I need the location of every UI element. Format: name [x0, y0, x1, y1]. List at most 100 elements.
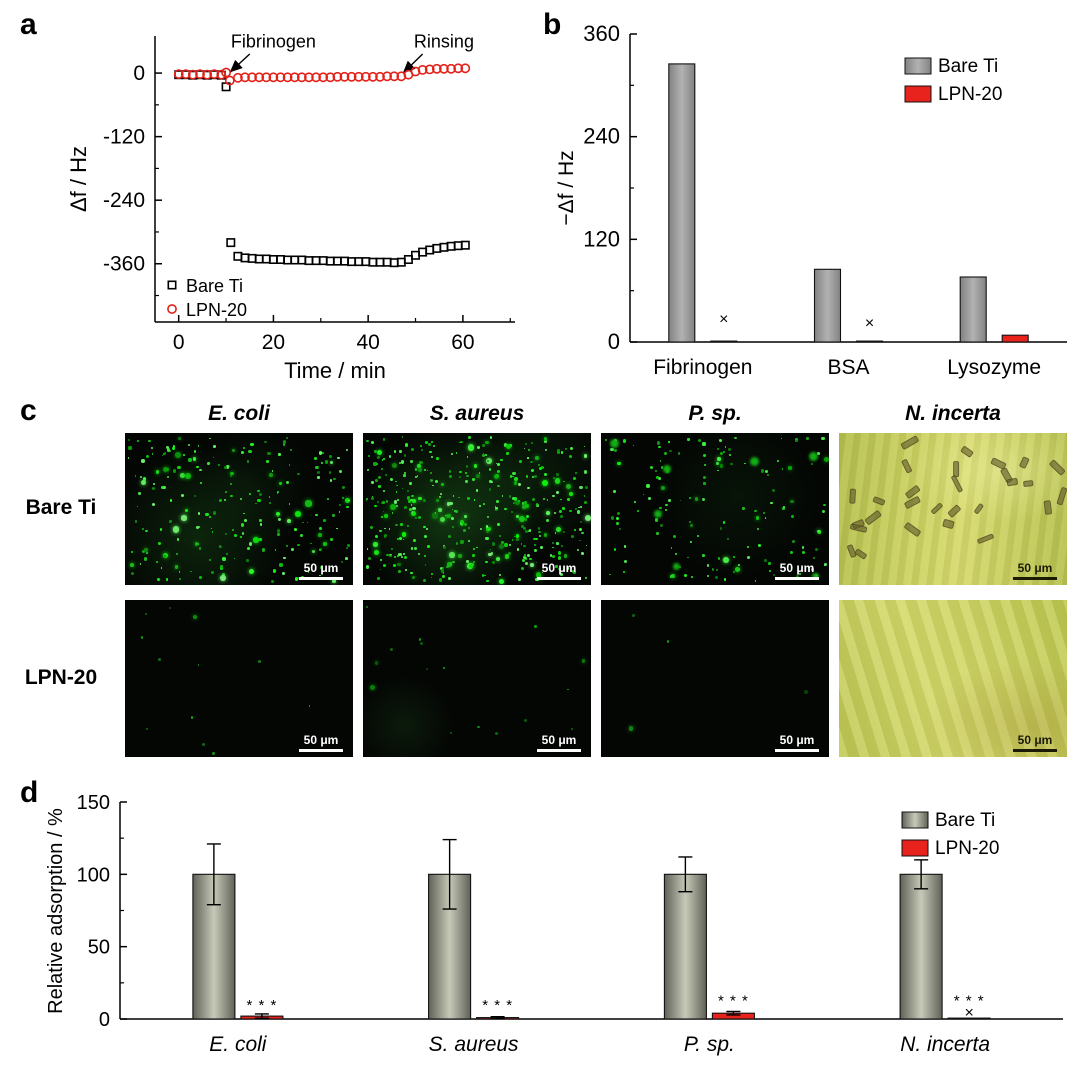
scale-bar: 50 μm [299, 733, 343, 752]
col-header-s-aureus: S. aureus [429, 402, 525, 425]
scale-bar: 50 μm [299, 561, 343, 580]
svg-text:×: × [964, 1004, 973, 1021]
svg-text:* * *: * * * [246, 997, 277, 1014]
scale-bar: 50 μm [537, 561, 581, 580]
svg-text:* * *: * * * [954, 993, 985, 1010]
svg-text:Lysozyme: Lysozyme [947, 356, 1041, 379]
bar [855, 340, 884, 343]
row-label-lpn-20: LPN-20 [24, 665, 98, 689]
diatom-cell [1018, 456, 1030, 469]
svg-text:-360: -360 [103, 253, 145, 276]
col-header-e-coli: E. coli [208, 402, 270, 425]
svg-text:Time / min: Time / min [284, 358, 386, 383]
svg-text:LPN-20: LPN-20 [186, 300, 247, 320]
scale-bar-line [537, 577, 581, 580]
panel-b-label: b [543, 8, 562, 41]
scale-bar-line [775, 577, 819, 580]
svg-text:N. incerta: N. incerta [900, 1033, 990, 1056]
svg-text:Relative adsorption / %: Relative adsorption / % [45, 808, 67, 1014]
scale-bar: 50 μm [775, 733, 819, 752]
scale-bar: 50 μm [1013, 733, 1057, 752]
diatom-cell [902, 495, 921, 510]
diatom-cell [930, 501, 944, 515]
diatom-cell [864, 509, 883, 526]
svg-text:20: 20 [262, 331, 285, 354]
bar [1001, 334, 1029, 343]
scale-bar-line [299, 577, 343, 580]
diatom-cell [960, 445, 974, 458]
svg-text:100: 100 [77, 864, 110, 886]
svg-text:Rinsing: Rinsing [414, 32, 474, 52]
svg-text:240: 240 [583, 124, 620, 149]
svg-text:LPN-20: LPN-20 [938, 84, 1002, 105]
svg-text:S. aureus: S. aureus [429, 1033, 519, 1056]
svg-text:Bare Ti: Bare Ti [938, 56, 998, 77]
diatom-cell [1049, 459, 1066, 476]
diatom-cell [1056, 486, 1067, 506]
micrograph-lpn-20-p-sp: 50 μm [601, 600, 829, 757]
scale-bar-label: 50 μm [303, 561, 339, 575]
svg-text:150: 150 [77, 792, 110, 814]
scale-bar-line [1013, 577, 1057, 580]
diatom-cell [942, 518, 956, 530]
svg-text:120: 120 [583, 226, 620, 251]
scale-bar: 50 μm [775, 561, 819, 580]
diatom-cell [972, 502, 984, 515]
svg-text:0: 0 [99, 1009, 110, 1031]
scale-bar-label: 50 μm [779, 733, 815, 747]
fluorescence-haze [601, 433, 829, 585]
micrograph-bare-ti-n-incerta: 50 μm [839, 433, 1067, 585]
relative-adsorption-bar-chart: 0 50 100 150 Relative adsorption / % E. coli S… [40, 792, 1075, 1077]
bar [947, 1017, 991, 1020]
row-label-bare-ti: Bare Ti [25, 496, 97, 519]
svg-text:40: 40 [356, 331, 379, 354]
scale-bar-line [1013, 749, 1057, 752]
series-lpn-20 [173, 63, 471, 86]
diatom-cell [1006, 478, 1019, 487]
scale-bar: 50 μm [537, 733, 581, 752]
diatom-cell [947, 504, 961, 518]
diatom-cell [1022, 480, 1034, 488]
svg-text:×: × [865, 315, 874, 332]
panel-a-label: a [20, 8, 37, 41]
micrograph-lpn-20-s-aureus: 50 μm [363, 600, 591, 757]
micrograph-lpn-20-n-incerta: 50 μm [839, 600, 1067, 757]
bar [959, 276, 987, 343]
svg-text:60: 60 [451, 331, 474, 354]
svg-text:BSA: BSA [827, 356, 869, 379]
svg-text:-120: -120 [103, 126, 145, 149]
micrograph-bare-ti-s-aureus: 50 μm [363, 433, 591, 585]
svg-text:50: 50 [88, 937, 110, 959]
diatom-cell [854, 548, 868, 560]
scale-bar: 50 μm [1013, 561, 1057, 580]
panel-d-label: d [20, 776, 39, 809]
micrograph-bare-ti-e-coli: 50 μm [125, 433, 353, 585]
micrograph-lpn-20-e-coli: 50 μm [125, 600, 353, 757]
diatom-cell [952, 461, 960, 478]
scale-bar-label: 50 μm [541, 561, 577, 575]
diatom-cell [976, 532, 995, 545]
svg-text:* * *: * * * [482, 997, 513, 1014]
diatom-cell [950, 474, 964, 493]
bar [899, 873, 943, 1020]
series-bare-ti [174, 70, 470, 268]
diatom-cell [872, 496, 886, 507]
col-header-n-incerta: N. incerta [905, 402, 1001, 425]
scale-bar-label: 50 μm [779, 561, 815, 575]
diatom-cell [900, 435, 920, 451]
bar [710, 340, 738, 343]
bar [813, 268, 842, 343]
svg-text:Fibrinogen: Fibrinogen [231, 32, 316, 52]
scale-bar-label: 50 μm [1017, 733, 1053, 747]
col-header-p-sp: P. sp. [688, 402, 742, 425]
svg-text:×: × [719, 311, 728, 328]
svg-text:* * *: * * * [718, 993, 749, 1010]
scale-bar-label: 50 μm [541, 733, 577, 747]
bar [663, 873, 707, 1020]
fluorescence-haze [363, 600, 591, 757]
panel-c-label: c [20, 394, 37, 427]
diatom-cell [1043, 499, 1052, 515]
scale-bar-line [775, 749, 819, 752]
svg-text:0: 0 [608, 329, 620, 354]
svg-text:360: 360 [583, 22, 620, 46]
